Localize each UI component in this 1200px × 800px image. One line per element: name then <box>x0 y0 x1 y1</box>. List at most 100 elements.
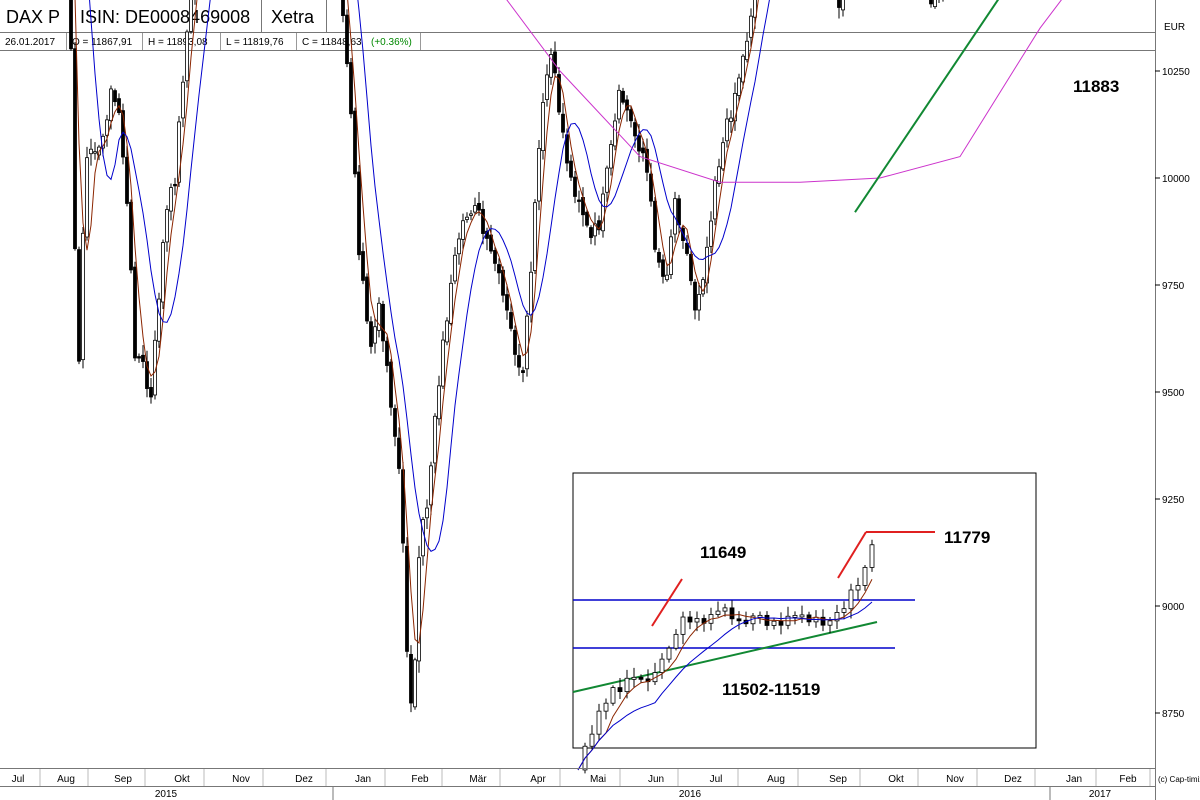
x-month-label: Okt <box>174 774 190 785</box>
candle-body <box>573 176 577 197</box>
inset-candle-body <box>589 733 595 747</box>
candle-body <box>77 249 81 362</box>
inset-arrow-left <box>651 578 683 627</box>
candle-body <box>465 216 469 220</box>
candle-body <box>345 14 349 65</box>
inset-candle-body <box>855 585 861 591</box>
candle-body <box>593 223 597 237</box>
x-month-label: Aug <box>57 774 75 785</box>
x-month-label: Nov <box>232 774 250 785</box>
inset-candle-body <box>792 614 798 618</box>
inset-candle-body <box>799 614 805 618</box>
candle-body <box>405 545 409 652</box>
candle-body <box>605 167 609 193</box>
ma-short-line <box>74 0 759 645</box>
ma-mid-line <box>89 0 770 552</box>
y-tick-label: 10000 <box>1162 174 1190 185</box>
ohlc-high: H = 11893,08 <box>148 37 208 48</box>
candle-body <box>105 119 109 136</box>
candle-body <box>617 89 621 120</box>
inset-candle-body <box>624 677 630 693</box>
candle-body <box>489 234 493 252</box>
inset-candle-body <box>862 567 868 586</box>
x-month-label: Mär <box>469 774 487 785</box>
candle-body <box>169 187 173 212</box>
inset-candle-body <box>771 620 777 626</box>
candle-body <box>549 54 553 78</box>
candle-body <box>349 62 353 115</box>
candle-body <box>445 320 449 343</box>
candle-body <box>633 122 637 137</box>
candle-body <box>473 205 477 213</box>
x-month-label: Nov <box>946 774 964 785</box>
candle-body <box>601 193 605 232</box>
candle-body <box>669 236 673 275</box>
candle-body <box>749 15 753 38</box>
candle-body <box>497 264 501 274</box>
candle-body <box>529 271 533 316</box>
candle-body <box>157 298 161 342</box>
candle-body <box>661 259 665 277</box>
candle-body <box>629 109 633 122</box>
inset-candle-body <box>834 612 840 622</box>
inset-candle-body <box>617 687 623 693</box>
candle-body <box>429 465 433 506</box>
x-year-label: 2016 <box>679 789 702 800</box>
y-tick-label: 9750 <box>1162 281 1185 292</box>
x-month-label: Dez <box>295 774 313 785</box>
candle-body <box>753 0 757 18</box>
candle-body <box>69 0 73 50</box>
candle-body <box>357 171 361 256</box>
candle-body <box>149 387 153 398</box>
candle-body <box>653 200 657 250</box>
inset-candle-body <box>841 608 847 613</box>
candle-body <box>513 329 517 355</box>
candle-body <box>569 160 573 178</box>
candle-body <box>433 415 437 464</box>
candle-body <box>517 355 521 368</box>
x-month-label: Jan <box>1066 774 1082 785</box>
candle-body <box>685 242 689 254</box>
x-month-label: Aug <box>767 774 785 785</box>
candle-body <box>509 312 513 329</box>
candle-body <box>457 238 461 255</box>
candle-body <box>437 385 441 420</box>
x-axis: Jul Aug Sep Okt Nov Dez Jan Feb Mär Apr Mai Jun Jul A… <box>12 769 1151 800</box>
annotation-high: 11883 <box>1073 77 1119 96</box>
inset-candle-body <box>659 658 665 673</box>
candle-body <box>181 81 185 119</box>
candle-body <box>481 208 485 234</box>
candle-body <box>361 251 365 281</box>
candle-body <box>453 254 457 282</box>
inset-label: 11649 <box>700 543 746 562</box>
y-tick-label: 10250 <box>1162 67 1190 78</box>
candle-body <box>693 281 697 311</box>
inset-candle-body <box>596 710 602 735</box>
candle-body <box>641 147 645 154</box>
candle-body <box>933 0 937 8</box>
candle-body <box>369 321 373 347</box>
candle-body <box>389 361 393 408</box>
inset-trend-line <box>572 621 878 693</box>
inset-candle-body <box>673 633 679 649</box>
candle-body <box>493 250 497 264</box>
candle-body <box>165 209 169 243</box>
candle-body <box>441 339 445 387</box>
candle-body <box>113 90 117 103</box>
candle-body <box>93 151 97 154</box>
candle-body <box>85 157 89 238</box>
candle-body <box>837 0 841 8</box>
ohlc-date: 26.01.2017 <box>5 37 55 48</box>
candle-body <box>745 40 749 61</box>
candle-body <box>133 266 137 359</box>
candle-body <box>373 326 377 344</box>
x-month-label: Mai <box>590 774 606 785</box>
isin-label: ISIN: DE0008469008 <box>80 7 250 27</box>
candle-body <box>541 102 545 152</box>
candle-body <box>341 0 345 16</box>
candle-body <box>717 166 721 184</box>
candle-body <box>677 198 681 226</box>
candle-body <box>81 232 85 361</box>
x-month-label: Dez <box>1004 774 1022 785</box>
